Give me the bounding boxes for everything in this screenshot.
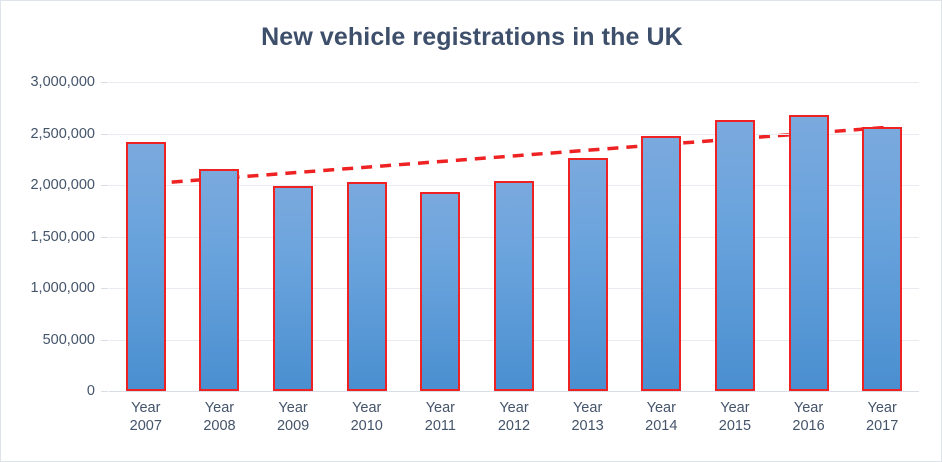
x-axis-tick-label: Year 2011 [397, 399, 483, 435]
x-axis-tick-label: Year 2012 [471, 399, 557, 435]
x-axis-tick-label: Year 2007 [103, 399, 189, 435]
x-axis-tick-label-line2: 2011 [424, 418, 456, 434]
x-axis-tick-label: Year 2008 [176, 399, 262, 435]
x-axis-tick-label: Year 2010 [324, 399, 410, 435]
x-axis-tick-label-line2: 2008 [203, 418, 236, 434]
x-axis-tick-label-line2: 2014 [645, 418, 678, 434]
y-axis-tick-mark [101, 82, 108, 83]
bar[interactable] [714, 120, 755, 391]
x-axis-tick-label-line2: 2007 [129, 418, 162, 434]
y-axis-tick-mark [101, 236, 108, 238]
bar[interactable] [125, 141, 166, 391]
x-axis-tick-label: Year 2015 [692, 399, 778, 435]
x-axis-tick-label-line1: Year [499, 400, 529, 416]
y-axis-tick-label: 0 [86, 383, 95, 399]
y-axis-tick-label: 500,000 [42, 331, 95, 348]
x-axis-tick-label: Year 2013 [545, 399, 631, 435]
bar[interactable] [862, 127, 903, 391]
bar[interactable] [346, 181, 387, 391]
x-axis-tick-label-line2: 2012 [497, 418, 531, 434]
y-axis-tick-mark [101, 339, 108, 341]
y-axis-tick-label: 1,000,000 [30, 280, 95, 296]
x-axis-tick-label: Year 2016 [766, 399, 852, 435]
bar[interactable] [641, 135, 682, 391]
gridline [109, 133, 919, 135]
x-axis-tick-label-line2: 2016 [792, 418, 825, 434]
plot-area [109, 82, 919, 392]
x-axis-tick-label-line1: Year [720, 400, 750, 416]
y-axis-tick-mark [101, 288, 108, 289]
x-axis-tick-label-line1: Year [793, 400, 824, 416]
bar[interactable] [567, 158, 608, 391]
x-axis-tick-label-line2: 2010 [350, 418, 383, 434]
bar[interactable] [788, 114, 829, 391]
y-axis-tick-label: 3,000,000 [30, 74, 95, 90]
x-axis-tick-label: Year 2009 [250, 399, 336, 435]
y-axis-tick-label: 1,500,000 [30, 228, 95, 245]
x-axis-tick-label-line2: 2015 [718, 418, 752, 434]
y-axis-tick-label: 2,500,000 [30, 125, 95, 142]
gridline [109, 391, 919, 392]
x-axis-tick-label-line1: Year [425, 400, 456, 416]
x-axis-tick-label-line1: Year [278, 400, 308, 416]
bar[interactable] [494, 180, 534, 391]
x-axis-tick-label-line1: Year [646, 400, 676, 416]
chart-title: New vehicle registrations in the UK [261, 23, 683, 51]
bar[interactable] [273, 186, 314, 391]
y-axis-tick-mark [101, 133, 108, 135]
y-axis-tick-mark [101, 391, 108, 392]
x-axis-tick-label-line1: Year [352, 400, 382, 416]
bar[interactable] [199, 169, 240, 391]
x-axis-tick-label-line1: Year [131, 400, 161, 416]
x-axis-tick-label: Year 2017 [839, 399, 925, 435]
x-axis-tick-label-line2: 2013 [571, 418, 604, 434]
gridline [109, 82, 919, 83]
x-axis-tick-label-line1: Year [572, 400, 603, 416]
x-axis-tick-label-line2: 2009 [276, 418, 310, 434]
x-axis-tick-label: Year 2014 [618, 399, 704, 435]
x-axis-tick-label-line2: 2017 [866, 418, 899, 434]
bar[interactable] [420, 192, 461, 391]
y-axis-tick-label: 2,000,000 [30, 177, 95, 193]
x-axis-tick-label-line1: Year [204, 400, 235, 416]
y-axis-tick-mark [101, 185, 108, 186]
x-axis-tick-label-line1: Year [867, 400, 897, 416]
